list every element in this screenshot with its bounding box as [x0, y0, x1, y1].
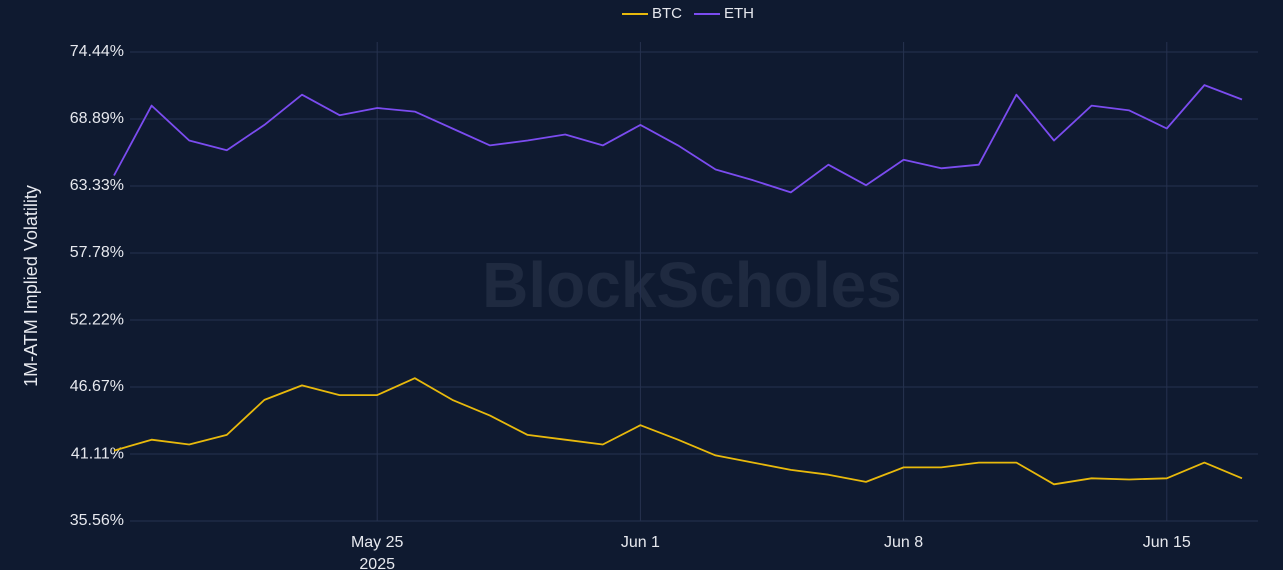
legend-label: ETH [724, 5, 754, 22]
x-tick-label: May 25 2025 [350, 534, 404, 570]
y-tick-label: 52.22% [70, 311, 124, 328]
legend-label: BTC [652, 5, 682, 22]
y-tick-label: 46.67% [70, 378, 124, 395]
y-tick-label: 57.78% [70, 244, 124, 261]
x-tick-label: Jun 8 [884, 534, 924, 551]
y-tick-label: 41.11% [71, 445, 124, 462]
y-tick-label: 74.44% [70, 43, 124, 60]
y-tick-label: 63.33% [70, 177, 124, 194]
y-axis-title: 1M-ATM Implied Volatility [21, 185, 41, 387]
y-tick-label: 68.89% [70, 110, 124, 127]
series-line [113, 377, 1243, 486]
watermark: BlockScholes [482, 249, 902, 321]
x-tick-label: Jun 15 [1142, 534, 1191, 551]
x-tick-label: Jun 1 [620, 534, 660, 551]
y-tick-label: 35.56% [70, 512, 124, 529]
series-line [113, 84, 1243, 194]
